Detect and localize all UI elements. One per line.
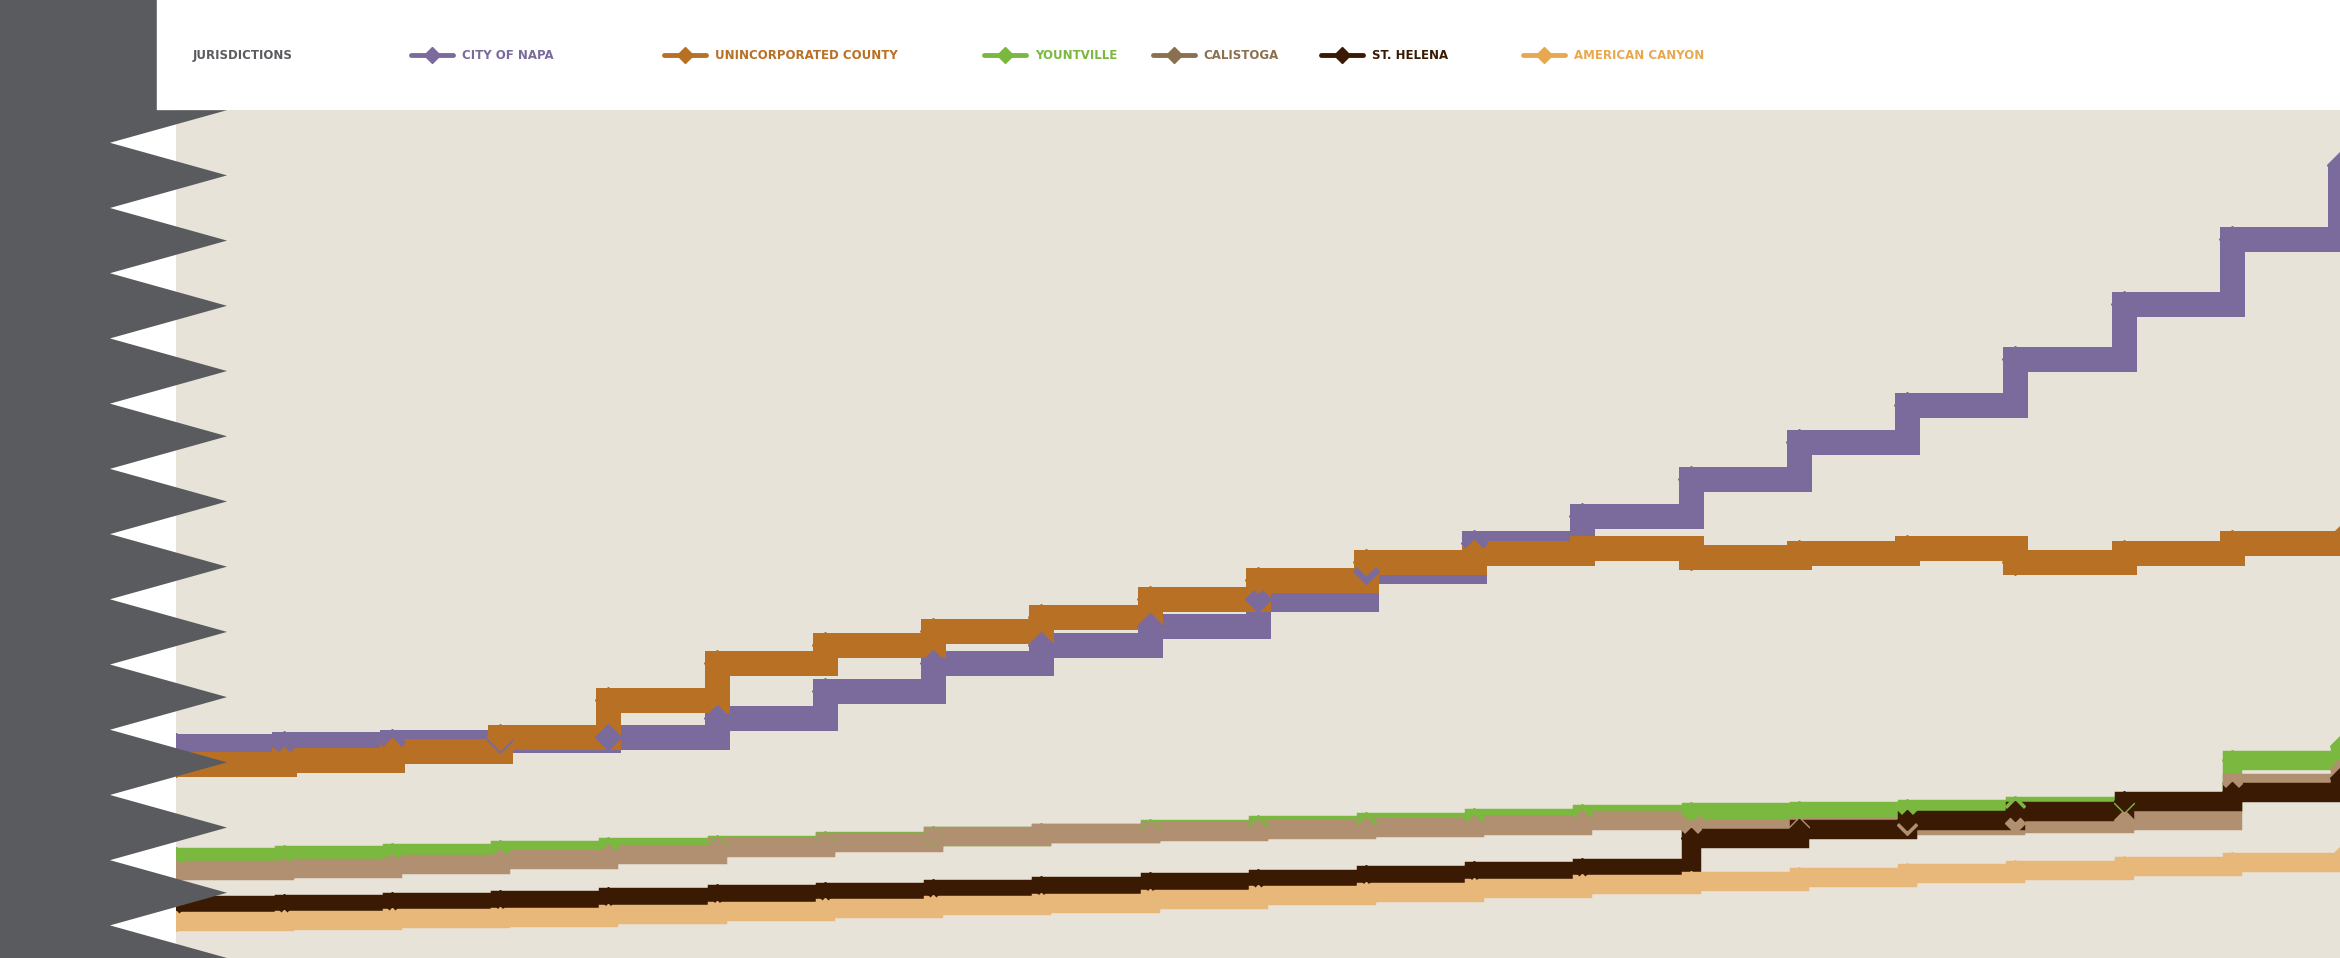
Text: AMERICAN CANYON: AMERICAN CANYON — [1575, 49, 1704, 61]
Text: CITY OF NAPA: CITY OF NAPA — [461, 49, 555, 61]
Text: NV TOT Growth by Jurisdiction
Fiscal Year: NV TOT Growth by Jurisdiction Fiscal Yea… — [1982, 40, 2218, 70]
Text: JURISDICTIONS: JURISDICTIONS — [192, 49, 292, 61]
Text: CALISTOGA: CALISTOGA — [1203, 49, 1278, 61]
Text: YOUNTVILLE: YOUNTVILLE — [1034, 49, 1116, 61]
Polygon shape — [0, 0, 227, 958]
Text: ST. HELENA: ST. HELENA — [1371, 49, 1448, 61]
Text: UNINCORPORATED COUNTY: UNINCORPORATED COUNTY — [714, 49, 896, 61]
